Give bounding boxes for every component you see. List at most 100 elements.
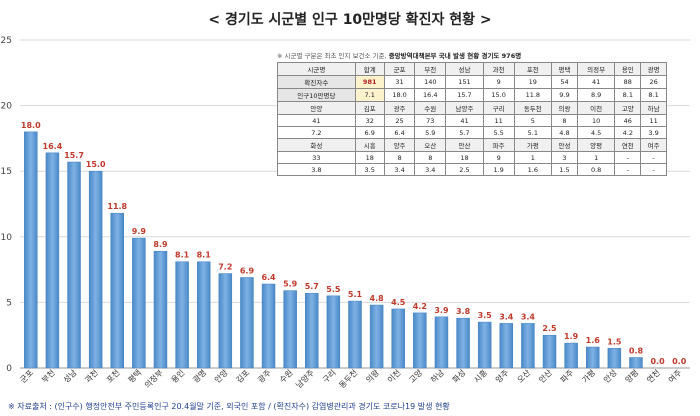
table-header-cell: 성남 bbox=[445, 62, 484, 76]
table-cell: 10 bbox=[576, 114, 616, 127]
x-tick-label: 파주 bbox=[559, 368, 576, 385]
data-label: 1.6 bbox=[586, 336, 601, 345]
data-label: 4.8 bbox=[370, 294, 385, 303]
bar bbox=[564, 342, 578, 369]
table-header-cell: 의정부 bbox=[576, 62, 616, 76]
table-cell: 9 bbox=[482, 75, 515, 89]
table-header-cell: 이천 bbox=[576, 101, 616, 115]
data-label: 5.9 bbox=[283, 280, 298, 289]
source-note: ※ 자료출처 : (인구수) 행정안전부 주민등록인구 20.4월말 기준, 외… bbox=[8, 401, 450, 411]
table-cell: 2.5 bbox=[445, 163, 484, 176]
y-tick-label: 15 bbox=[1, 167, 12, 177]
x-tick-label: 연천 bbox=[645, 367, 662, 384]
table-row: 41 32 25 73 41 11 5 8 10 46 11 bbox=[277, 114, 667, 127]
data-label: 0.8 bbox=[629, 347, 644, 356]
table-cell: 5 bbox=[513, 114, 553, 127]
table-header-cell: 시흥 bbox=[354, 138, 385, 152]
bar bbox=[607, 348, 622, 369]
table-header-cell: 의왕 bbox=[551, 101, 578, 115]
data-label: 1.9 bbox=[564, 332, 579, 341]
data-label: 6.4 bbox=[261, 273, 276, 282]
table-header-cell: 하남 bbox=[640, 101, 667, 115]
x-tick-label: 의왕 bbox=[364, 367, 382, 385]
table-cell: 1.5 bbox=[551, 163, 578, 176]
y-axis: 0 5 10 15 20 25 bbox=[1, 36, 13, 374]
table-cell: 인구10만명당 bbox=[277, 88, 356, 102]
x-tick-label: 양주 bbox=[494, 368, 511, 385]
table-cell: 8 bbox=[551, 114, 578, 127]
data-label: 15.7 bbox=[64, 151, 84, 160]
table-cell: 11.8 bbox=[513, 88, 553, 102]
table-header-cell: 구리 bbox=[482, 101, 515, 115]
y-tick-label: 25 bbox=[1, 36, 12, 46]
x-tick-label: 부천 bbox=[39, 367, 56, 384]
table-cell: 16.4 bbox=[414, 88, 447, 102]
table-cell: 5.5 bbox=[482, 126, 515, 139]
x-tick-label: 남양주 bbox=[294, 368, 316, 390]
x-tick-label: 화성 bbox=[451, 368, 468, 385]
bar bbox=[45, 152, 60, 369]
table-cell: 5.9 bbox=[414, 126, 447, 139]
bar bbox=[629, 357, 643, 369]
table-cell: 73 bbox=[414, 114, 447, 127]
table-cell: 4.2 bbox=[614, 126, 642, 139]
table-cell: 3.4 bbox=[383, 163, 416, 176]
table-cell: 5.1 bbox=[513, 126, 553, 139]
data-label: 8.1 bbox=[197, 251, 212, 260]
bar bbox=[175, 261, 189, 369]
table-header-cell: 평택 bbox=[551, 62, 578, 76]
bar bbox=[24, 131, 38, 369]
table-cell: 6.4 bbox=[383, 126, 416, 139]
table-row: 7.2 6.9 6.4 5.9 5.7 5.5 5.1 4.8 4.5 4.2 3.9 bbox=[277, 126, 667, 139]
table-cell: 7.1 bbox=[354, 88, 385, 102]
table-cell: - bbox=[614, 151, 642, 164]
table-header-cell: 양평 bbox=[576, 138, 616, 152]
table-cell: 9 bbox=[482, 151, 515, 164]
bar bbox=[348, 300, 362, 369]
table-cell: 11 bbox=[640, 114, 667, 127]
chart-title: < 경기도 시군별 인구 10만명당 확진자 현황 > bbox=[208, 11, 491, 28]
bar bbox=[110, 212, 124, 369]
x-tick-label: 가평 bbox=[580, 367, 597, 384]
y-tick-label: 20 bbox=[1, 102, 13, 112]
bar bbox=[369, 304, 384, 369]
x-tick-label: 여주 bbox=[666, 367, 683, 384]
table-cell: 3.5 bbox=[354, 163, 385, 176]
bar bbox=[586, 346, 600, 369]
table-cell: 15.0 bbox=[482, 88, 515, 102]
data-label: 4.2 bbox=[413, 302, 427, 311]
x-tick-label: 광주 bbox=[255, 367, 272, 384]
x-tick-label: 군포 bbox=[18, 368, 35, 385]
bar bbox=[67, 161, 81, 369]
table-header-cell: 군포 bbox=[383, 62, 416, 76]
data-label: 0.0 bbox=[650, 357, 665, 366]
table-cell: 25 bbox=[383, 114, 416, 127]
data-label: 8.1 bbox=[175, 251, 190, 260]
table-header-row: 안양 김포 광주 수원 남양주 구리 동두천 의왕 이천 고양 하남 bbox=[277, 101, 667, 115]
table-header-cell: 오산 bbox=[414, 138, 447, 152]
x-tick-label: 오산 bbox=[515, 367, 533, 385]
table-cell: 151 bbox=[445, 75, 484, 89]
data-label: 7.2 bbox=[218, 263, 232, 272]
bar bbox=[413, 312, 427, 369]
table-header-cell: 시군명 bbox=[277, 62, 356, 76]
y-tick-label: 5 bbox=[6, 298, 12, 308]
data-label: 3.4 bbox=[499, 312, 514, 321]
bar bbox=[305, 292, 319, 369]
table-cell: 18 bbox=[445, 151, 484, 164]
table-header-cell: 고양 bbox=[614, 101, 642, 115]
table-header-cell: 광주 bbox=[383, 101, 416, 115]
data-label: 6.9 bbox=[240, 266, 255, 275]
table-cell: 33 bbox=[277, 151, 356, 164]
table-cell: 8.1 bbox=[614, 88, 642, 102]
table-cell: 26 bbox=[640, 75, 667, 89]
bar bbox=[542, 334, 557, 369]
x-tick-label: 고양 bbox=[407, 368, 424, 385]
table-cell: 6.9 bbox=[354, 126, 385, 139]
table-cell: 41 bbox=[445, 114, 484, 127]
x-tick-label: 용인 bbox=[169, 367, 186, 384]
table-cell: 9.9 bbox=[551, 88, 578, 102]
data-label: 8.9 bbox=[153, 240, 168, 249]
table-cell: 8 bbox=[383, 151, 416, 164]
